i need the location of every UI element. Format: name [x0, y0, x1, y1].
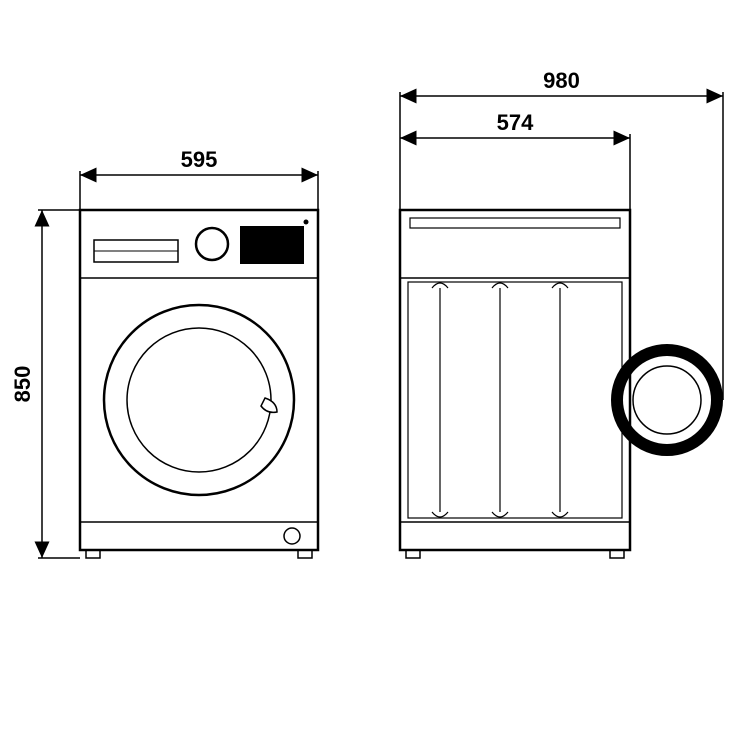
dimension-label: 980 [543, 68, 580, 93]
dimension-label: 574 [497, 110, 534, 135]
filter-cap-icon [284, 528, 300, 544]
dimension-label: 850 [10, 366, 35, 403]
side-body [400, 210, 630, 550]
dimension-label: 595 [181, 147, 218, 172]
dial-icon [196, 228, 228, 260]
door-handle-icon [261, 398, 277, 412]
front-view [80, 210, 318, 558]
display-icon [240, 226, 304, 264]
dimension-drawing: 595 574 980 850 [0, 0, 750, 750]
side-view [400, 210, 717, 558]
